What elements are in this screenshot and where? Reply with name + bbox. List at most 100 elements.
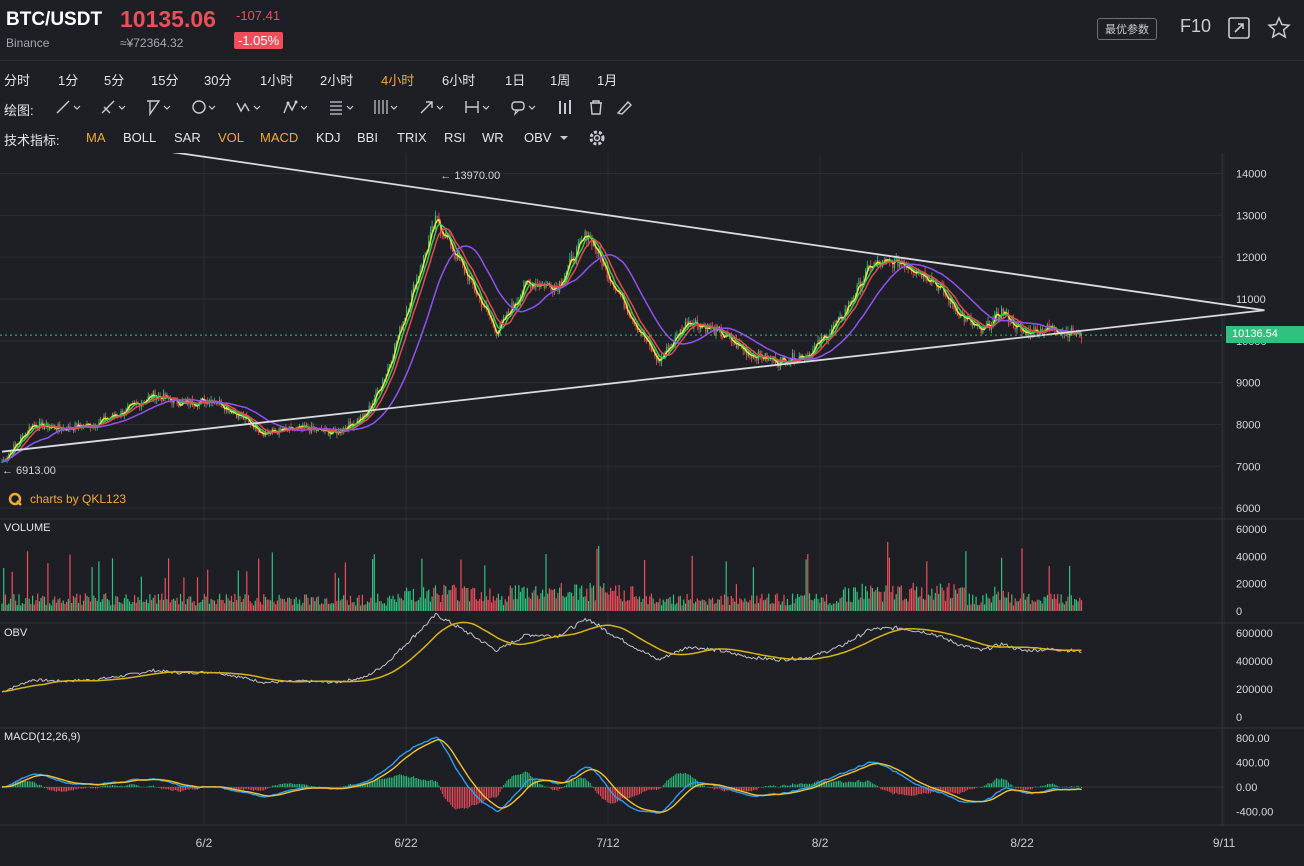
volume-bar: [759, 598, 761, 611]
indicator-trix[interactable]: TRIX: [397, 130, 427, 145]
gear-icon[interactable]: [587, 128, 607, 148]
tab-timeframe-5m[interactable]: 5分: [104, 73, 125, 88]
candle-tool-icon[interactable]: [556, 98, 582, 116]
text-tool-icon[interactable]: [510, 98, 536, 116]
indicator-kdj[interactable]: KDJ: [316, 130, 341, 145]
indicator-wr[interactable]: WR: [482, 130, 504, 145]
tab-timeframe-30m[interactable]: 30分: [204, 73, 232, 88]
macd-histogram-bar: [122, 786, 124, 788]
macd-histogram-bar: [472, 787, 474, 806]
gann-tool-icon[interactable]: [372, 98, 398, 116]
indicator-rsi[interactable]: RSI: [444, 130, 466, 145]
f10-button[interactable]: F10: [1180, 16, 1212, 36]
tab-timeframe-4h[interactable]: 4小时: [381, 73, 415, 88]
volume-bar: [57, 599, 59, 611]
volume-bar: [326, 598, 328, 611]
indicator-sar[interactable]: SAR: [174, 130, 201, 145]
volume-bar: [621, 601, 624, 611]
price-tick-label: 12000: [1236, 252, 1267, 264]
eraser-icon[interactable]: [614, 98, 640, 116]
macd-histogram-bar: [1050, 783, 1052, 788]
volume-bar: [994, 586, 996, 611]
volume-bar: [706, 604, 709, 611]
volume-bar: [144, 601, 146, 611]
macd-histogram-bar: [530, 775, 532, 788]
macd-histogram-bar: [271, 785, 273, 788]
macd-histogram-bar: [572, 779, 574, 788]
fib-tool-icon[interactable]: [328, 98, 354, 116]
tab-timeframe-1h[interactable]: 1小时: [260, 73, 294, 88]
candle-body: [465, 271, 467, 273]
macd-histogram-bar: [892, 787, 894, 795]
macd-histogram-bar: [766, 786, 768, 788]
candle-body: [800, 354, 802, 356]
volume-bar: [560, 583, 562, 611]
volume-bar: [601, 587, 603, 611]
tab-timeframe-2h[interactable]: 2小时: [320, 73, 354, 88]
volume-bar: [419, 597, 421, 611]
range-tool-icon[interactable]: [464, 98, 490, 116]
macd-histogram-bar: [290, 783, 292, 788]
macd-histogram-bar: [805, 783, 807, 788]
circle-tool-icon[interactable]: [190, 98, 216, 116]
tab-timeframe-1d[interactable]: 1日: [505, 73, 526, 88]
wave-tool-icon[interactable]: [235, 98, 261, 116]
macd-histogram-bar: [520, 774, 521, 788]
symbol-name[interactable]: BTC/USDT: [6, 9, 103, 30]
tab-timeframe-tick[interactable]: 分时: [4, 73, 31, 88]
indicator-vol[interactable]: VOL: [218, 130, 245, 145]
volume-bar: [314, 601, 316, 611]
optimal-params-button[interactable]: 最优参数: [1097, 18, 1157, 40]
tab-timeframe-15m[interactable]: 15分: [151, 73, 179, 88]
volume-bar: [671, 603, 673, 611]
volume-bar: [518, 585, 520, 611]
candle-body: [759, 351, 761, 356]
macd-histogram-bar: [83, 787, 85, 789]
indicator-bbi[interactable]: BBI: [357, 130, 378, 145]
macd-histogram-bar: [832, 781, 834, 788]
tab-timeframe-6h[interactable]: 6小时: [442, 73, 476, 88]
volume-bar: [237, 570, 239, 611]
indicator-obv[interactable]: OBV: [524, 130, 552, 145]
volume-bar: [582, 597, 584, 611]
chevron-down-icon[interactable]: [558, 134, 570, 142]
price-chart[interactable]: 1400013000120001100010000900080007000600…: [0, 153, 1304, 866]
volume-bar: [810, 599, 812, 611]
volume-bar: [25, 597, 27, 611]
volume-bar: [55, 602, 57, 611]
volume-bar: [125, 594, 127, 611]
ray-tool-icon[interactable]: [100, 98, 126, 116]
channel-tool-icon[interactable]: [145, 98, 171, 116]
cny-price: ≈¥72364.32: [120, 36, 184, 50]
tab-timeframe-1w[interactable]: 1周: [550, 73, 571, 88]
indicator-boll[interactable]: BOLL: [123, 130, 157, 145]
candle-body: [965, 316, 967, 322]
macd-histogram-bar: [484, 787, 486, 801]
volume-bar: [822, 597, 824, 611]
volume-bar: [625, 601, 627, 611]
macd-histogram-bar: [542, 784, 544, 788]
macd-histogram-bar: [526, 772, 528, 788]
arrow-tool-icon[interactable]: [418, 98, 444, 116]
trash-icon[interactable]: [586, 98, 612, 116]
star-icon[interactable]: [1266, 15, 1292, 41]
volume-bar: [856, 591, 858, 611]
macd-histogram-bar: [917, 787, 919, 795]
volume-bar: [749, 600, 751, 611]
candle-body: [383, 379, 386, 381]
indicator-ma[interactable]: MA: [86, 130, 106, 145]
macd-histogram-bar: [295, 784, 297, 788]
line-tool-icon[interactable]: [55, 98, 81, 116]
volume-bar: [424, 598, 426, 611]
candle-body: [511, 303, 513, 315]
candle-body: [344, 427, 346, 429]
macd-histogram-bar: [802, 783, 804, 788]
volume-bar: [332, 603, 335, 611]
indicator-macd[interactable]: MACD: [260, 130, 299, 145]
macd-histogram-bar: [584, 778, 586, 788]
pattern-tool-icon[interactable]: [282, 98, 308, 116]
macd-histogram-bar: [86, 787, 88, 788]
tab-timeframe-1mo[interactable]: 1月: [597, 73, 618, 88]
tab-timeframe-1m[interactable]: 1分: [58, 73, 79, 88]
fullscreen-icon[interactable]: [1226, 15, 1252, 41]
